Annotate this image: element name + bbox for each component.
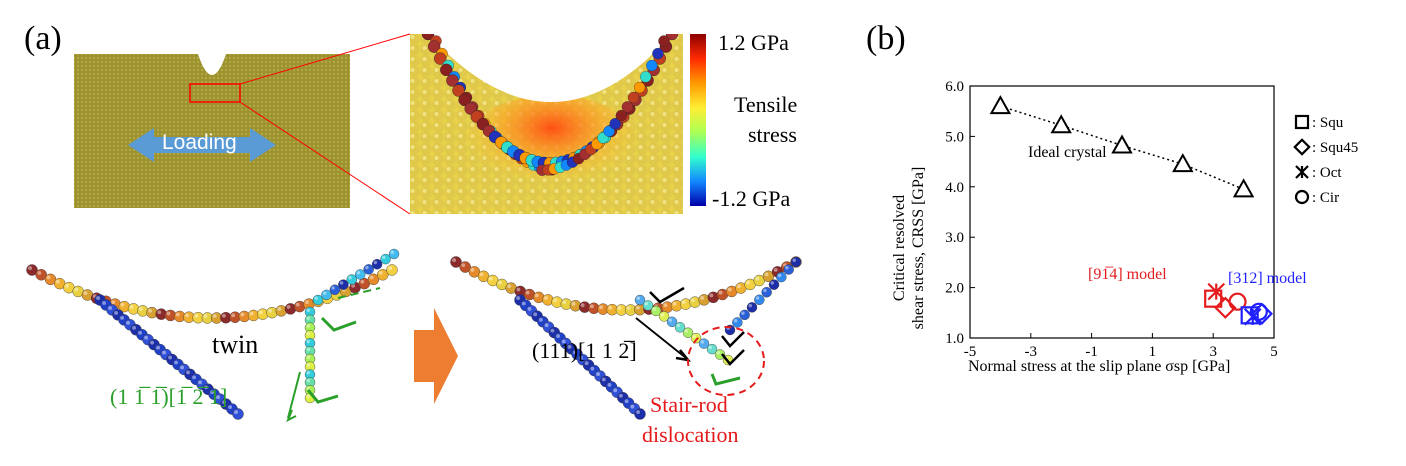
legend-text: : Oct bbox=[1312, 165, 1342, 181]
chart-axes: -5 -3 -1 1 3 5 1.0 2.0 3.0 4.0 5.0 6.0 bbox=[945, 79, 1278, 360]
data-point-square bbox=[1204, 289, 1223, 308]
ideal-point bbox=[1050, 114, 1072, 134]
panel-a-label: (a) bbox=[24, 20, 62, 57]
data-point-square bbox=[1240, 306, 1259, 325]
colorbar-title-line2: stress bbox=[748, 122, 797, 147]
atomic-simulation-figure bbox=[26, 33, 802, 423]
panel-b-label: (b) bbox=[866, 20, 906, 57]
left-miller-index: (1 1̅ 1̅)[1̅ 2̅ 1] bbox=[110, 384, 228, 409]
colorbar bbox=[690, 34, 706, 206]
x-tick-label: 1 bbox=[1149, 344, 1157, 360]
legend-marker-asterisk bbox=[1295, 165, 1309, 179]
colorbar-min-label: -1.2 GPa bbox=[712, 186, 791, 211]
model-312-label: [312] model bbox=[1228, 270, 1307, 287]
data-point-diamond bbox=[1214, 296, 1237, 319]
model-914-label: [91̅4] model bbox=[1088, 266, 1167, 283]
chart-legend: : Squ : Squ45 : Oct : Cir bbox=[1293, 114, 1358, 206]
y-tick-label: 2.0 bbox=[945, 281, 964, 297]
orange-arrow bbox=[414, 308, 458, 404]
y-tick-label: 4.0 bbox=[945, 180, 964, 196]
colorbar-gradient bbox=[690, 34, 706, 206]
y-tick-label: 5.0 bbox=[945, 129, 964, 145]
loading-arrow bbox=[128, 128, 276, 162]
black-dislocation-marks bbox=[635, 286, 745, 366]
twin-label: twin bbox=[212, 330, 259, 359]
legend-text: : Squ45 bbox=[1312, 140, 1358, 156]
ideal-point bbox=[1111, 134, 1133, 154]
ideal-point bbox=[1172, 153, 1194, 173]
chart-xlabel: Normal stress at the slip plane σsp [GPa… bbox=[968, 358, 1231, 375]
colorbar-max-label: 1.2 GPa bbox=[718, 30, 789, 55]
x-tick-label: -5 bbox=[964, 344, 977, 360]
crss-chart: -5 -3 -1 1 3 5 1.0 2.0 3.0 4.0 5.0 6.0 : Squ : Squ45… bbox=[945, 79, 1358, 360]
ideal-crystal-label: Ideal crystal bbox=[1028, 144, 1107, 161]
y-tick-label: 6.0 bbox=[945, 79, 964, 95]
ideal-point bbox=[1232, 178, 1255, 198]
zoom-box bbox=[189, 83, 241, 103]
data-point-asterisk bbox=[1207, 282, 1226, 301]
x-tick-label: 3 bbox=[1209, 344, 1217, 360]
zoomed-atoms bbox=[410, 34, 683, 214]
data-point-circle bbox=[1228, 292, 1247, 311]
loading-label: Loading bbox=[162, 131, 237, 154]
bottom-left-structure bbox=[26, 248, 400, 420]
data-point-circle bbox=[1249, 302, 1268, 321]
green-dislocation-marks bbox=[286, 287, 381, 423]
x-tick-label: -3 bbox=[1025, 344, 1038, 360]
chart-marks bbox=[989, 95, 1273, 326]
y-tick-label: 3.0 bbox=[945, 230, 964, 246]
legend-text: : Cir bbox=[1312, 190, 1339, 206]
chart-ylabel-line1: Critical resolved bbox=[891, 194, 908, 302]
right-miller-index: (111)[1 1 2̅] bbox=[532, 338, 637, 363]
legend-marker-diamond bbox=[1293, 138, 1311, 156]
legend-text: : Squ bbox=[1312, 115, 1344, 131]
legend-marker-circle bbox=[1294, 189, 1310, 205]
x-tick-label: 5 bbox=[1270, 344, 1278, 360]
y-tick-label: 1.0 bbox=[945, 331, 964, 347]
x-tick-label: -1 bbox=[1085, 344, 1098, 360]
ideal-point bbox=[989, 95, 1012, 115]
chart-ylabel-line2: shear stress, CRSS [GPa] bbox=[910, 166, 927, 330]
colorbar-title-line1: Tensile bbox=[734, 92, 798, 117]
legend-marker-square bbox=[1294, 114, 1310, 130]
stair-rod-label-line1: Stair-rod bbox=[650, 392, 728, 417]
stair-rod-label-line2: dislocation bbox=[642, 422, 739, 447]
specimen bbox=[74, 54, 350, 208]
bottom-right-structure bbox=[450, 256, 802, 420]
data-point-diamond bbox=[1250, 302, 1273, 325]
plot-frame bbox=[969, 85, 1275, 339]
stair-rod-circle bbox=[687, 326, 765, 396]
